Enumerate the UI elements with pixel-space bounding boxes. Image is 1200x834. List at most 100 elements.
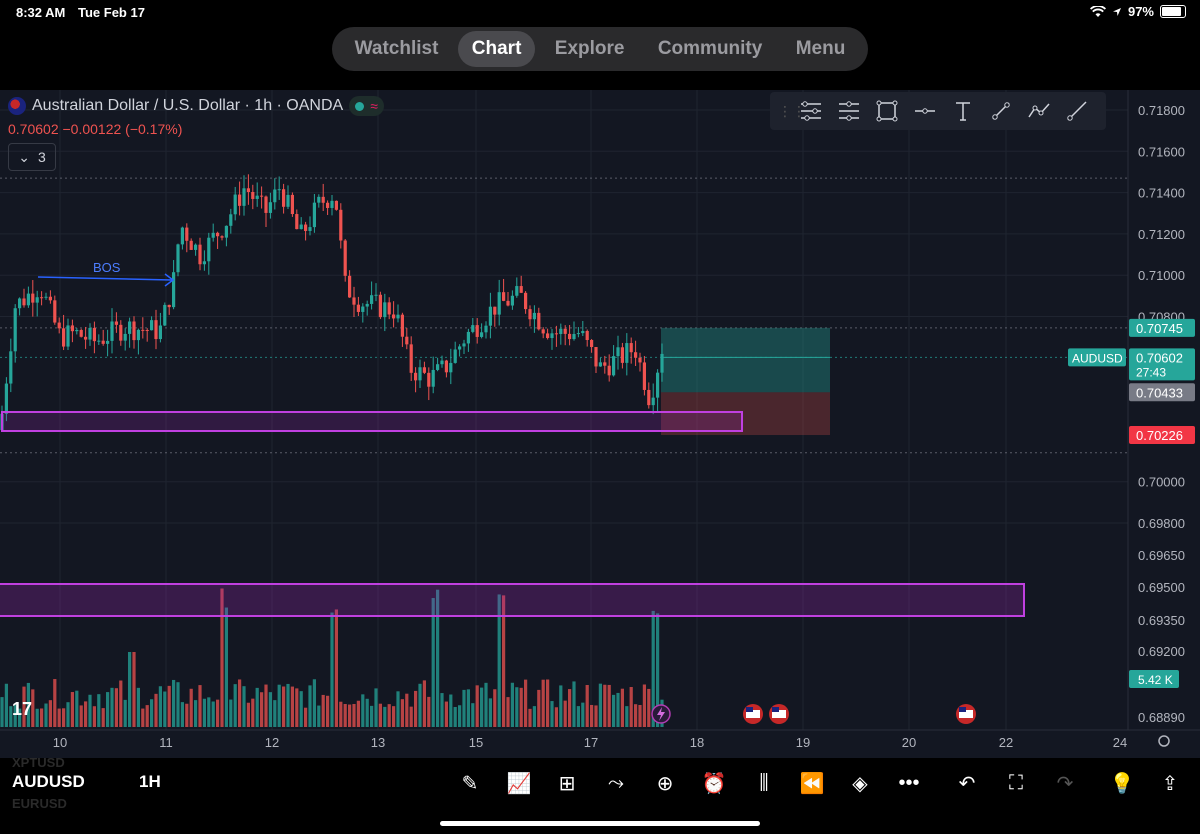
idea-icon[interactable]: 💡 [1109, 772, 1135, 795]
candle-body [70, 325, 74, 332]
indicators-toggle[interactable]: ⌄ 3 [8, 143, 56, 171]
rectangle-icon[interactable] [872, 96, 902, 126]
redo-icon[interactable]: ↷ [1056, 772, 1074, 795]
price-axis[interactable] [1128, 90, 1200, 730]
long-target-zone[interactable] [661, 327, 830, 393]
horizontal-ray-icon[interactable] [910, 96, 940, 126]
more-icon[interactable]: ••• [898, 771, 920, 794]
indicators-count: 3 [37, 149, 46, 165]
volume-bar [396, 691, 400, 727]
volume-bar [510, 682, 514, 727]
candles-icon[interactable]: ⫼ [759, 771, 769, 794]
volume-bar [466, 689, 470, 727]
tab-watchlist[interactable]: Watchlist [354, 38, 439, 59]
next-symbol[interactable]: EURUSD [12, 796, 67, 811]
tab-chart[interactable]: Chart [457, 31, 536, 67]
candle-body [189, 240, 193, 250]
candle-body [352, 297, 356, 305]
volume-bar [308, 685, 312, 727]
candle-body [114, 321, 118, 325]
bos-arrow-icon [164, 273, 175, 287]
price-chart[interactable]: BOS 0.71800 0.71600 0.71400 0.71200 0.71000 0.… [0, 90, 1200, 758]
parallel-channel-icon[interactable] [834, 96, 864, 126]
alarm-icon[interactable]: ⏰ [701, 772, 727, 795]
volume-bar [427, 696, 431, 727]
candle-body [554, 333, 558, 335]
candle-body [22, 298, 26, 306]
volume-bar [651, 610, 655, 727]
demand-zone[interactable] [1, 411, 743, 432]
candle-body [264, 196, 268, 213]
chart-area[interactable]: BOS 0.71800 0.71600 0.71400 0.71200 0.71000 0.… [0, 90, 1200, 758]
tab-explore[interactable]: Explore [554, 38, 625, 59]
ray-line-icon[interactable] [1062, 96, 1092, 126]
battery-icon [1160, 5, 1186, 18]
plus-icon[interactable]: ⊕ [656, 772, 674, 795]
tab-community[interactable]: Community [657, 38, 763, 59]
trend-line-icon[interactable] [986, 96, 1016, 126]
layers-icon[interactable]: ◈ [852, 772, 868, 795]
undo-icon[interactable]: ↶ [958, 772, 976, 795]
volume-bar [304, 707, 308, 727]
compare-icon[interactable]: ⤳ [608, 771, 624, 794]
candle-body [506, 300, 510, 306]
volume-bar [612, 694, 616, 727]
volume-bar [506, 697, 510, 727]
replay-icon[interactable]: ⏪ [799, 772, 825, 795]
candle-body [233, 194, 237, 215]
candle-body [185, 227, 189, 241]
fullscreen-icon[interactable]: ⛶ [1009, 771, 1023, 794]
candle-body [202, 261, 206, 265]
candle-body [251, 191, 255, 199]
candle-body [172, 272, 176, 308]
flash-event-icon[interactable] [651, 704, 671, 724]
price-axis-label: 0.70000 [1138, 475, 1185, 490]
candle-body [625, 343, 629, 363]
candle-body [334, 200, 338, 210]
interval-selector[interactable]: 1H [139, 772, 161, 791]
grid-icon[interactable]: ⊞ [558, 772, 576, 795]
price-axis-label: 0.71800 [1138, 103, 1185, 118]
share-icon[interactable]: ⇪ [1161, 772, 1179, 795]
us-event-icon[interactable] [956, 704, 976, 724]
us-event-icon[interactable] [769, 704, 789, 724]
volume-bar [167, 685, 171, 727]
candle-body [92, 327, 96, 342]
indicators-icon[interactable]: 📈 [506, 772, 532, 795]
market-status-pill[interactable]: ≈ [349, 96, 384, 116]
volume-bar [150, 699, 154, 727]
volume-bar [260, 692, 264, 727]
volume-bar [70, 692, 74, 727]
drawing-toolbar: ⋮⋮ [770, 92, 1106, 130]
symbol-selector[interactable]: AUDUSD [12, 772, 85, 791]
volume-bar [330, 612, 334, 727]
prev-symbol[interactable]: XPTUSD [12, 755, 65, 770]
fib-retracement-icon[interactable] [796, 96, 826, 126]
price-axis-label: 0.68890 [1138, 710, 1185, 725]
tab-menu[interactable]: Menu [795, 38, 846, 59]
long-stop-zone[interactable] [661, 392, 830, 436]
grip-icon[interactable]: ⋮⋮ [778, 102, 806, 119]
supply-zone[interactable] [0, 583, 1025, 617]
volume-bar [163, 691, 167, 727]
price-axis-label: 0.71000 [1138, 268, 1185, 283]
candle-body [176, 244, 180, 273]
battery-percent: 97% [1127, 4, 1154, 19]
path-icon[interactable] [1024, 96, 1054, 126]
chart-header[interactable]: Australian Dollar / U.S. Dollar · 1h · O… [8, 96, 384, 116]
candle-body [559, 328, 563, 335]
candle-body [370, 295, 374, 304]
bos-line[interactable] [37, 276, 173, 281]
us-event-icon[interactable] [743, 704, 763, 724]
candle-body [572, 334, 576, 340]
volume-bar [524, 679, 528, 727]
text-tool-icon[interactable] [948, 96, 978, 126]
candle-body [106, 340, 110, 344]
pencil-icon[interactable]: ✎ [461, 772, 479, 795]
volume-bar [189, 688, 193, 727]
candle-body [242, 188, 246, 206]
volume-bar [634, 704, 638, 727]
settings-icon[interactable] [1158, 735, 1170, 747]
volume-bar [431, 598, 435, 727]
volume-bar [594, 705, 598, 727]
